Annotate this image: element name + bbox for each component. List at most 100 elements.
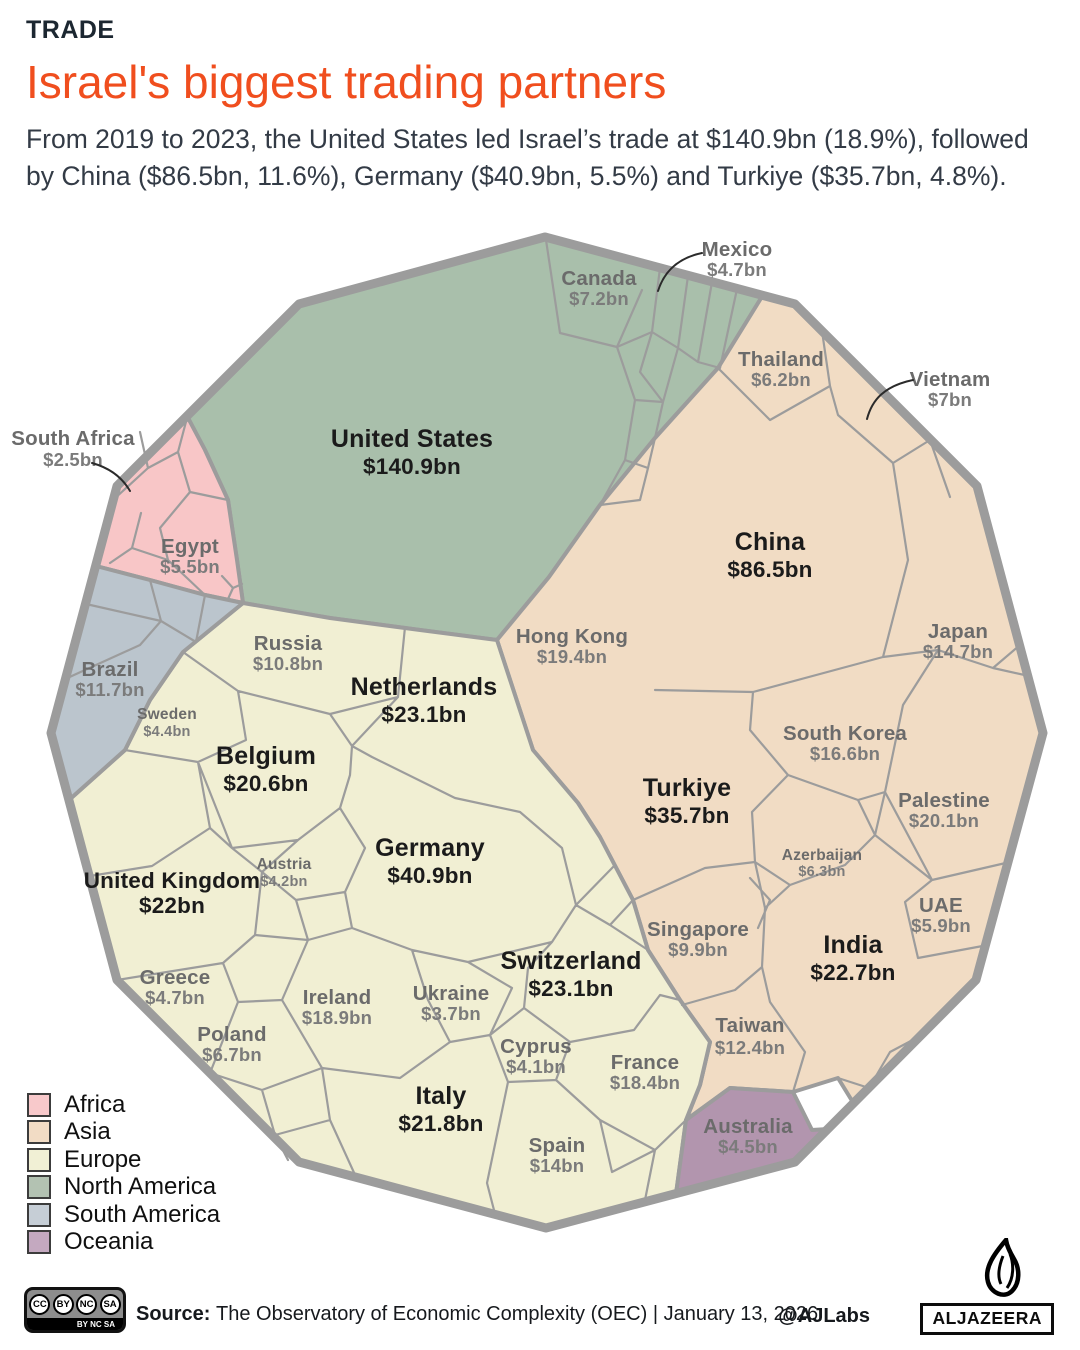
country-name-sweden: Sweden — [137, 706, 197, 723]
label-spain: Spain$14bn — [529, 1134, 586, 1176]
legend-swatch-north-america — [27, 1175, 51, 1200]
legend-item-south-america: South America — [27, 1201, 220, 1229]
credit-ajlabs: @AJLabs — [778, 1305, 870, 1327]
country-name-russia: Russia — [254, 632, 323, 655]
country-value-turkiye: $35.7bn — [644, 803, 729, 828]
country-value-germany: $40.9bn — [387, 863, 472, 888]
country-name-ireland: Ireland — [303, 986, 372, 1009]
label-brazil: Brazil$11.7bn — [75, 658, 144, 700]
page-title: Israel's biggest trading partners — [26, 56, 667, 108]
cc-icons: CC BY NC SA — [27, 1291, 123, 1318]
country-value-austria: $4.2bn — [260, 874, 307, 890]
label-austria: Austria$4.2bn — [257, 856, 312, 890]
treemap-outline — [46, 232, 1048, 1233]
country-name-poland: Poland — [197, 1023, 267, 1046]
cell-borders-africa — [108, 416, 244, 601]
label-japan: Japan$14.7bn — [923, 620, 993, 662]
legend-item-oceania: Oceania — [27, 1228, 220, 1257]
vietnam-arrow — [866, 379, 914, 420]
country-value-france: $18.4bn — [610, 1072, 680, 1093]
country-name-belgium: Belgium — [216, 742, 316, 770]
country-value-south-africa: $2.5bn — [43, 449, 103, 470]
label-germany: Germany$40.9bn — [375, 834, 485, 888]
country-value-sweden: $4.4bn — [143, 724, 190, 740]
country-value-greece: $4.7bn — [145, 987, 205, 1008]
country-value-south-korea: $16.6bn — [810, 743, 880, 764]
cc-by-icon: BY — [52, 1294, 74, 1315]
label-italy: Italy$21.8bn — [398, 1082, 483, 1136]
subtitle: From 2019 to 2023, the United States led… — [26, 121, 1056, 194]
legend-label: Africa — [64, 1090, 126, 1118]
country-value-ireland: $18.9bn — [302, 1007, 372, 1028]
label-mexico: Mexico$4.7bn — [702, 238, 773, 280]
country-value-belgium: $20.6bn — [223, 771, 308, 796]
country-value-japan: $14.7bn — [923, 641, 993, 662]
label-south-africa: South Africa$2.5bn — [11, 427, 135, 470]
label-russia: Russia$10.8bn — [253, 632, 323, 674]
label-china: China$86.5bn — [727, 528, 812, 582]
country-name-austria: Austria — [257, 856, 312, 873]
country-name-cyprus: Cyprus — [500, 1035, 572, 1058]
country-name-france: France — [611, 1051, 679, 1074]
country-value-australia: $4.5bn — [718, 1136, 778, 1157]
label-vietnam: Vietnam$7bn — [910, 368, 991, 410]
country-name-south-africa: South Africa — [11, 427, 135, 450]
country-value-azerbaijan: $6.3bn — [798, 864, 845, 880]
legend-swatch-europe — [27, 1147, 51, 1172]
country-name-thailand: Thailand — [738, 348, 824, 371]
cc-strip: BY NC SA — [27, 1318, 123, 1330]
label-australia: Australia$4.5bn — [703, 1115, 793, 1157]
label-canada: Canada$7.2bn — [561, 267, 637, 309]
subtitle-line-1: From 2019 to 2023, the United States led… — [26, 124, 1029, 154]
label-greece: Greece$4.7bn — [140, 966, 211, 1008]
label-belgium: Belgium$20.6bn — [216, 742, 316, 796]
legend-item-europe: Europe — [27, 1146, 220, 1174]
country-name-italy: Italy — [415, 1082, 466, 1110]
legend-item-north-america: North America — [27, 1173, 220, 1202]
country-name-netherlands: Netherlands — [351, 673, 498, 701]
cc-license-badge: CC BY NC SA BY NC SA — [24, 1287, 126, 1333]
country-name-azerbaijan: Azerbaijan — [782, 847, 862, 864]
legend: Africa Asia Europe North America South A… — [27, 1091, 220, 1256]
legend-item-africa: Africa — [27, 1091, 220, 1119]
country-name-switzerland: Switzerland — [500, 947, 641, 975]
country-value-russia: $10.8bn — [253, 653, 323, 674]
label-palestine: Palestine$20.1bn — [898, 789, 990, 831]
label-switzerland: Switzerland$23.1bn — [500, 947, 641, 1001]
country-name-hong-kong: Hong Kong — [516, 625, 628, 648]
label-south-korea: South Korea$16.6bn — [783, 722, 907, 764]
country-value-china: $86.5bn — [727, 557, 812, 582]
country-name-spain: Spain — [529, 1134, 586, 1157]
country-value-brazil: $11.7bn — [75, 679, 144, 700]
country-value-palestine: $20.1bn — [909, 810, 979, 831]
legend-item-asia: Asia — [27, 1118, 220, 1147]
country-name-japan: Japan — [928, 620, 988, 643]
label-netherlands: Netherlands$23.1bn — [351, 673, 498, 727]
country-name-us: United States — [331, 425, 493, 453]
country-name-brazil: Brazil — [81, 658, 138, 681]
country-value-switzerland: $23.1bn — [528, 976, 613, 1001]
label-thailand: Thailand$6.2bn — [738, 348, 824, 390]
country-name-taiwan: Taiwan — [715, 1014, 784, 1037]
header: TRADE Israel's biggest trading partners … — [26, 16, 1056, 194]
cc-nc-icon: NC — [76, 1294, 98, 1315]
country-name-mexico: Mexico — [702, 238, 773, 261]
aljazeera-logo: ALJAZEERA — [920, 1303, 1054, 1335]
label-taiwan: Taiwan$12.4bn — [715, 1014, 785, 1058]
country-name-egypt: Egypt — [161, 535, 219, 558]
label-cyprus: Cyprus$4.1bn — [500, 1035, 572, 1077]
source-text: The Observatory of Economic Complexity (… — [216, 1303, 819, 1325]
country-name-canada: Canada — [561, 267, 637, 290]
country-name-singapore: Singapore — [647, 918, 749, 941]
country-value-poland: $6.7bn — [202, 1044, 262, 1065]
country-value-uae: $5.9bn — [911, 915, 971, 936]
label-ukraine: Ukraine$3.7bn — [413, 982, 489, 1024]
label-us: United States$140.9bn — [331, 425, 493, 479]
country-value-thailand: $6.2bn — [751, 369, 811, 390]
label-india: India$22.7bn — [810, 931, 895, 985]
source-line: Source: The Observatory of Economic Comp… — [136, 1303, 818, 1326]
legend-swatch-oceania — [27, 1230, 51, 1255]
country-name-palestine: Palestine — [898, 789, 990, 812]
country-value-egypt: $5.5bn — [160, 556, 220, 577]
